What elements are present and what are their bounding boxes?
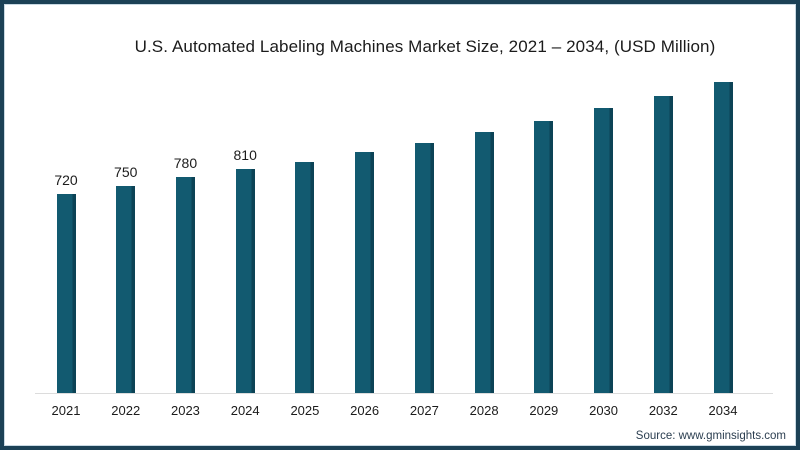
bar-2034	[713, 82, 733, 393]
bar-value-label-2024: 810	[233, 147, 257, 163]
bar-value-label-2023: 780	[173, 155, 198, 171]
bar-2029	[534, 121, 554, 393]
x-tick-label-2025: 2025	[290, 403, 320, 418]
x-tick-label-2027: 2027	[409, 403, 439, 418]
x-tick-label-2028: 2028	[469, 403, 499, 418]
x-tick-label-2026: 2026	[350, 403, 380, 418]
x-tick-label-2022: 2022	[111, 403, 141, 418]
x-tick-label-2029: 2029	[529, 403, 559, 418]
bar-2021	[56, 194, 76, 393]
chart-title: U.S. Automated Labeling Machines Market …	[134, 37, 716, 56]
bar-2026	[355, 152, 375, 393]
x-tick-label-2030: 2030	[589, 403, 619, 418]
x-axis-line	[35, 393, 773, 394]
bar-2027	[414, 143, 434, 393]
bar-2030	[594, 108, 614, 393]
bar-2025	[295, 162, 315, 393]
bar-2022	[116, 186, 136, 393]
source-attribution: Source: www.gminsights.com	[635, 430, 786, 442]
x-tick-label-2021: 2021	[51, 403, 81, 418]
x-tick-label-2032: 2032	[648, 403, 678, 418]
bar-2024	[235, 169, 255, 393]
bar-value-label-2022: 750	[114, 164, 138, 180]
bar-2028	[474, 132, 494, 393]
bar-2023	[175, 177, 195, 393]
x-tick-label-2034: 2034	[708, 403, 738, 418]
x-tick-label-2023: 2023	[170, 403, 200, 418]
bar-value-label-2021: 720	[54, 172, 78, 188]
bar-2032	[653, 96, 673, 393]
x-tick-label-2024: 2024	[230, 403, 260, 418]
plot-area: 720 2021 750 2022 780 2023 810 2024 2025 2026 2027…	[4, 4, 796, 446]
